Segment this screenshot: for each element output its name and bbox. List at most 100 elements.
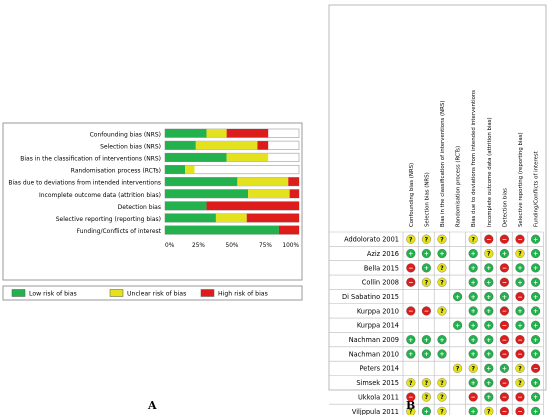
category-label: Confounding bias (NRS) (90, 131, 161, 138)
rating-symbol: − (502, 394, 507, 401)
study-label: Simsek 2015 (356, 379, 399, 387)
rating-dot (437, 392, 447, 402)
rating-symbol: + (424, 265, 429, 272)
rating-symbol: − (502, 380, 507, 387)
rating-dot (468, 335, 478, 345)
study-label: Viljppula 2011 (352, 408, 399, 415)
rating-dot (484, 349, 494, 359)
risk-of-bias-bar-chart: Confounding bias (NRS) Selection bias (NR… (2, 122, 303, 301)
rating-symbol: + (471, 337, 476, 344)
x-tick-label: 0% (165, 243, 175, 249)
x-tick-label: 25% (192, 243, 205, 249)
rating-dot (421, 306, 431, 316)
rating-symbol: + (533, 236, 538, 243)
rating-dot (515, 277, 525, 287)
rating-dot (468, 306, 478, 316)
low-risk-bar-segment (165, 177, 238, 186)
rating-dot (406, 234, 416, 244)
rating-dot (484, 335, 494, 345)
rating-symbol: + (502, 294, 507, 301)
rating-symbol: − (471, 394, 476, 401)
rating-dot (406, 335, 416, 345)
rating-symbol: + (502, 366, 507, 373)
rating-dot (515, 349, 525, 359)
rating-symbol: − (533, 366, 538, 373)
legend-box (2, 285, 303, 301)
rating-dot (468, 277, 478, 287)
rating-symbol: + (424, 251, 429, 258)
category-label: Selection bias (NRS) (100, 143, 161, 150)
rating-symbol: − (517, 409, 522, 415)
rating-dot (484, 292, 494, 302)
rating-dot (468, 378, 478, 388)
rating-symbol: + (439, 351, 444, 358)
rating-dot (499, 263, 509, 273)
rating-symbol: + (486, 265, 491, 272)
rating-dot (453, 320, 463, 330)
domain-header: Selective reporting (reporting bias) (518, 132, 524, 227)
domain-header: Bias due to deviations from intended int… (471, 90, 477, 227)
high-risk-bar-segment (257, 141, 269, 150)
rating-symbol: ? (425, 279, 429, 286)
rating-dot (453, 292, 463, 302)
rating-symbol: + (471, 351, 476, 358)
rating-dot (421, 234, 431, 244)
rating-dot (468, 292, 478, 302)
rating-symbol: ? (440, 265, 444, 272)
high-risk-bar-segment (289, 189, 299, 198)
rating-symbol: − (517, 337, 522, 344)
rating-dot (406, 349, 416, 359)
rating-dot (421, 277, 431, 287)
rating-symbol: + (424, 351, 429, 358)
rating-dot (484, 306, 494, 316)
rating-dot (531, 378, 541, 388)
rating-symbol: + (408, 337, 413, 344)
study-label: Kurppa 2010 (357, 307, 399, 315)
rating-symbol: ? (425, 394, 429, 401)
rating-dot (499, 292, 509, 302)
unclear-risk-bar-segment (185, 165, 195, 174)
rating-symbol: − (502, 409, 507, 415)
rating-symbol: + (486, 337, 491, 344)
rating-dot (468, 349, 478, 359)
domain-header: Funding/Conflicts of interest (534, 151, 540, 227)
rating-symbol: + (408, 251, 413, 258)
rating-symbol: + (517, 322, 522, 329)
rating-dot (531, 392, 541, 402)
rating-dot (406, 277, 416, 287)
rating-symbol: − (517, 236, 522, 243)
rating-symbol: ? (518, 380, 522, 387)
rating-dot (468, 320, 478, 330)
rating-dot (484, 248, 494, 259)
rating-symbol: − (502, 322, 507, 329)
rating-symbol: + (533, 409, 538, 415)
unclear-risk-bar-segment (215, 213, 247, 223)
rating-dot (531, 277, 541, 287)
rating-symbol: + (486, 351, 491, 358)
high-risk-bar-segment (206, 201, 299, 211)
domain-header: Randomisation process (RCTs) (456, 146, 462, 227)
rating-dot (437, 234, 447, 244)
rating-dot (515, 378, 525, 388)
rating-symbol: + (439, 251, 444, 258)
rating-symbol: + (533, 351, 538, 358)
rating-dot (515, 306, 525, 316)
domain-header: Detection bias (502, 188, 508, 227)
domain-header: Incomplete outcome data (attrition bias) (487, 117, 493, 227)
rating-symbol: + (455, 322, 460, 329)
rating-symbol: − (408, 308, 413, 315)
rating-symbol: + (471, 251, 476, 258)
rating-dot (484, 263, 494, 273)
rating-symbol: + (533, 294, 538, 301)
rating-dot (499, 306, 509, 316)
rating-symbol: − (502, 308, 507, 315)
category-label: Randomisation process (RCTs) (71, 168, 161, 175)
rating-symbol: + (517, 279, 522, 286)
rating-dot (531, 349, 541, 359)
grid-panel-frame (328, 4, 547, 391)
rating-dot (515, 392, 525, 402)
rating-dot (468, 234, 478, 244)
rating-symbol: + (533, 322, 538, 329)
rating-symbol: + (471, 279, 476, 286)
rating-dot (468, 363, 478, 373)
